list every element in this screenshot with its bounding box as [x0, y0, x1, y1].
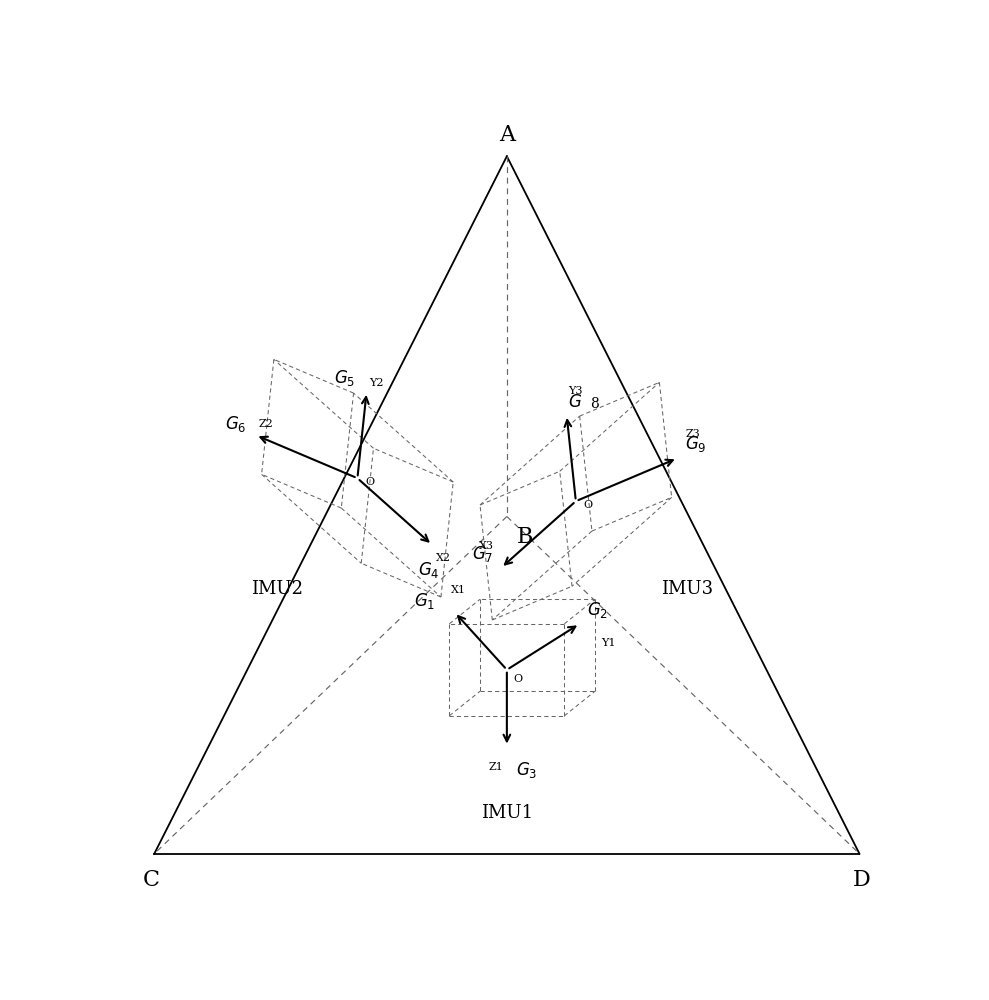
Text: Z2: Z2: [259, 419, 274, 429]
Text: O: O: [513, 674, 522, 684]
Text: D: D: [854, 869, 871, 891]
Text: IMU1: IMU1: [481, 804, 533, 822]
Text: $G_6$: $G_6$: [225, 414, 246, 434]
Text: $G_9$: $G_9$: [685, 434, 707, 454]
Text: 8: 8: [589, 397, 598, 411]
Text: X2: X2: [436, 553, 451, 563]
Text: Y1: Y1: [601, 638, 615, 648]
Text: O: O: [365, 477, 374, 487]
Text: IMU2: IMU2: [251, 580, 303, 598]
Text: B: B: [517, 526, 533, 548]
Text: $G_3$: $G_3$: [516, 760, 537, 780]
Text: O: O: [584, 500, 592, 510]
Text: Y2: Y2: [369, 378, 384, 388]
Text: $G_1$: $G_1$: [414, 591, 435, 611]
Text: $G_4$: $G_4$: [417, 560, 439, 580]
Text: $G_5$: $G_5$: [334, 368, 355, 388]
Text: $G$: $G$: [568, 394, 583, 411]
Text: Z1: Z1: [489, 762, 503, 772]
Text: Z3: Z3: [685, 429, 700, 439]
Text: IMU3: IMU3: [661, 580, 713, 598]
Text: A: A: [498, 124, 515, 146]
Text: $G_2$: $G_2$: [587, 600, 608, 620]
Text: X1: X1: [451, 585, 466, 595]
Text: Y3: Y3: [568, 386, 583, 396]
Text: C: C: [142, 869, 160, 891]
Text: X3: X3: [479, 541, 494, 551]
Text: $G_7$: $G_7$: [472, 544, 494, 564]
